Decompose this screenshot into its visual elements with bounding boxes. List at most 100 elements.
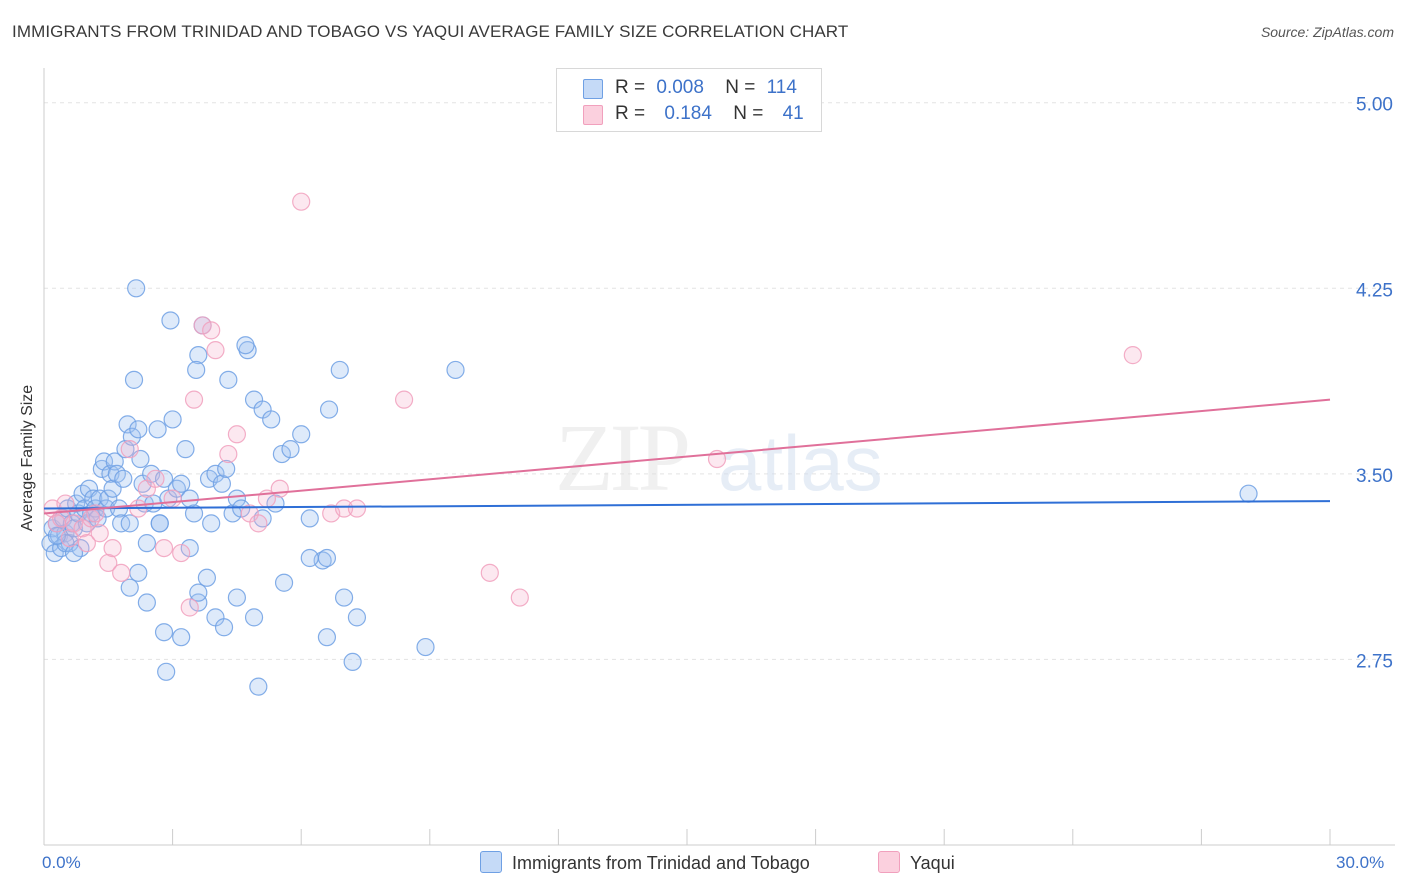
x-tick-min: 0.0% <box>42 853 81 872</box>
legend-label-yaqui: Yaqui <box>910 853 955 873</box>
x-tick-max: 30.0% <box>1336 853 1385 872</box>
point-trinidad <box>214 618 234 637</box>
legend-swatch-pink <box>583 105 603 125</box>
point-yaqui <box>184 390 204 409</box>
point-yaqui <box>292 192 311 211</box>
point-yaqui <box>180 598 199 617</box>
point-trinidad <box>272 444 292 464</box>
point-yaqui <box>154 538 174 558</box>
point-yaqui <box>172 543 191 563</box>
n-value-2: 41 <box>782 103 804 124</box>
y-tick-label: 5.00 <box>1356 95 1393 116</box>
point-trinidad <box>202 514 221 533</box>
point-yaqui <box>227 425 246 444</box>
point-trinidad <box>120 578 139 597</box>
point-yaqui <box>334 499 354 518</box>
point-yaqui <box>1123 346 1142 365</box>
point-yaqui <box>249 514 268 533</box>
point-trinidad <box>124 370 144 389</box>
point-trinidad <box>317 628 337 647</box>
point-yaqui <box>270 479 289 498</box>
point-yaqui <box>206 341 225 360</box>
point-trinidad <box>172 628 191 647</box>
point-trinidad <box>148 420 167 439</box>
point-trinidad <box>232 499 251 518</box>
point-trinidad <box>64 543 84 563</box>
point-yaqui <box>56 494 75 513</box>
point-trinidad <box>219 370 238 389</box>
point-trinidad <box>161 311 180 330</box>
point-trinidad <box>172 474 191 493</box>
r-label-2: R = <box>615 103 646 124</box>
point-yaqui <box>202 321 221 340</box>
point-trinidad <box>129 420 148 439</box>
point-trinidad <box>347 608 367 627</box>
point-yaqui <box>77 534 96 553</box>
point-yaqui <box>64 514 84 533</box>
point-trinidad <box>416 637 435 657</box>
point-yaqui <box>219 444 238 464</box>
legend-item-yaqui: Yaqui <box>878 851 955 874</box>
point-yaqui <box>480 563 499 582</box>
y-tick-labels: 2.75 3.50 4.25 5.00 <box>1356 95 1393 673</box>
point-yaqui <box>103 538 122 558</box>
point-trinidad <box>236 336 255 355</box>
point-trinidad <box>300 509 319 528</box>
point-trinidad <box>217 459 236 479</box>
legend-label-trinidad: Immigrants from Trinidad and Tobago <box>512 853 810 873</box>
point-trinidad <box>212 474 231 493</box>
chart-title: IMMIGRANTS FROM TRINIDAD AND TOBAGO VS Y… <box>12 22 849 41</box>
point-trinidad <box>334 588 354 607</box>
point-trinidad <box>1239 484 1258 503</box>
point-trinidad <box>330 360 349 380</box>
watermark-atlas: atlas <box>718 419 883 507</box>
point-trinidad <box>187 360 206 380</box>
point-yaqui <box>510 588 529 607</box>
point-yaqui <box>146 469 165 488</box>
point-trinidad <box>176 440 195 459</box>
point-trinidad <box>163 410 182 429</box>
gridlines <box>44 102 1395 660</box>
point-trinidad <box>206 464 225 483</box>
point-trinidad <box>317 548 337 568</box>
point-trinidad <box>189 593 208 612</box>
n-value-1: 114 <box>766 77 797 98</box>
point-trinidad <box>446 360 465 380</box>
point-trinidad <box>300 548 319 568</box>
point-trinidad <box>292 425 311 444</box>
legend-swatch-blue <box>583 79 603 99</box>
point-yaqui <box>394 390 414 409</box>
point-trinidad <box>114 469 133 488</box>
y-tick-label: 2.75 <box>1356 651 1393 672</box>
point-trinidad <box>343 652 362 672</box>
point-trinidad <box>150 514 169 533</box>
point-yaqui <box>60 529 79 548</box>
n-label-1: N = <box>725 77 756 98</box>
trend-line-trinidad <box>43 500 1331 510</box>
y-tick-label: 4.25 <box>1356 280 1393 301</box>
point-trinidad <box>319 400 339 419</box>
series-trinidad-points <box>41 279 1258 696</box>
trend-lines <box>43 398 1331 515</box>
r-value-2: 0.184 <box>664 103 712 124</box>
point-trinidad <box>157 662 176 681</box>
point-trinidad <box>137 593 156 612</box>
trend-line-yaqui <box>43 398 1331 515</box>
point-trinidad <box>189 583 208 602</box>
stats-legend: R = 0.008 N = 114 R = 0.184 N = 41 <box>556 68 822 132</box>
axes <box>43 68 1395 846</box>
point-yaqui <box>120 440 139 459</box>
r-label-1: R = <box>615 77 646 98</box>
n-label-2: N = <box>733 103 764 124</box>
point-trinidad <box>227 588 246 607</box>
point-trinidad <box>180 538 199 558</box>
point-trinidad <box>189 346 208 365</box>
point-yaqui <box>193 316 212 335</box>
legend-swatch-trinidad <box>480 851 502 873</box>
point-trinidad <box>129 563 148 582</box>
point-yaqui <box>90 524 109 543</box>
point-trinidad <box>262 410 281 429</box>
legend-item-trinidad: Immigrants from Trinidad and Tobago <box>480 851 810 874</box>
y-tick-label: 3.50 <box>1356 466 1393 487</box>
